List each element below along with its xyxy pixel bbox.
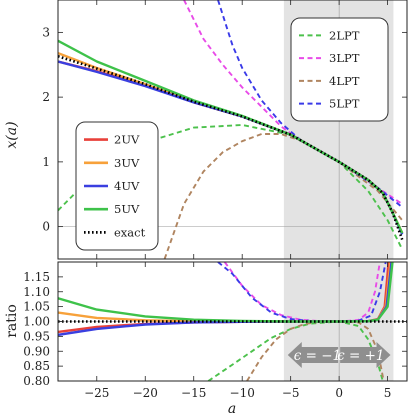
bot-y-tick-label: 0.95 [23,329,50,343]
top-y-tick-label: 0 [42,220,50,234]
x-tick-label: −15 [181,386,206,400]
top-y-tick-label: 2 [42,90,50,104]
top-series-5uv [58,39,404,234]
bottom-panel: −25 −20 −15 −10 −5 0 5 0.800.850.900.951.001.05… [23,261,408,400]
x-tick-label: −10 [230,386,255,400]
bot-y-tick-label: 1.15 [23,270,50,284]
legend-uv: 2UV 3UV 4UV 5UV exact [75,121,159,251]
legend-lpt-label: 3LPT [329,51,360,65]
bot-y-tick-label: 0.85 [23,359,50,373]
region-label-positive: ϵ = +1 [337,348,384,364]
region-arrow-right [340,342,391,368]
bot-series-4lpt [246,320,385,381]
x-tick-label: 0 [335,386,343,400]
legend-lpt-label: 2LPT [329,28,360,42]
legend-uv-label: exact [114,225,146,239]
legend-uv-label: 4UV [114,179,140,193]
y-axis-label-bottom: ratio [4,304,20,338]
legend-lpt-box [290,17,389,122]
x-axis-label: a [228,401,236,417]
x-tick-label: −20 [133,386,158,400]
bot-y-tick-label: 0.80 [23,374,50,388]
top-series-group [58,0,404,259]
y-axis-label-top: x(a) [4,121,20,148]
bot-y-tick-label: 1.10 [23,285,50,299]
bot-series-group [58,262,407,381]
legend-lpt: 2LPT 3LPT 4LPT 5LPT [290,17,389,122]
x-tick-label: 5 [384,386,392,400]
top-panel: 0 1 2 3 2UV 3UV 4UV 5UV exact 2LPT 3LPT 4LPT 5LPT [42,0,408,260]
legend-uv-label: 3UV [114,156,140,170]
top-series-2lpt [58,124,404,250]
x-tick-label: −25 [84,386,109,400]
legend-uv-label: 2UV [114,133,140,147]
bot-y-tick-label: 1.05 [23,300,50,314]
top-series-4lpt [163,133,403,259]
top-y-tick-label: 3 [42,25,50,39]
legend-uv-label: 5UV [114,202,140,216]
legend-lpt-label: 4LPT [329,74,360,88]
region-arrow-left [287,342,339,368]
top-y-tick-label: 1 [42,155,50,169]
bot-y-tick-label: 1.00 [23,315,50,329]
top-plot-frame [57,0,408,260]
legend-lpt-label: 5LPT [329,97,360,111]
legend-uv-box [75,121,159,251]
region-label-negative: ϵ = −1 [294,348,341,364]
x-tick-label: −5 [282,386,300,400]
bot-y-tick-label: 0.90 [23,344,50,358]
